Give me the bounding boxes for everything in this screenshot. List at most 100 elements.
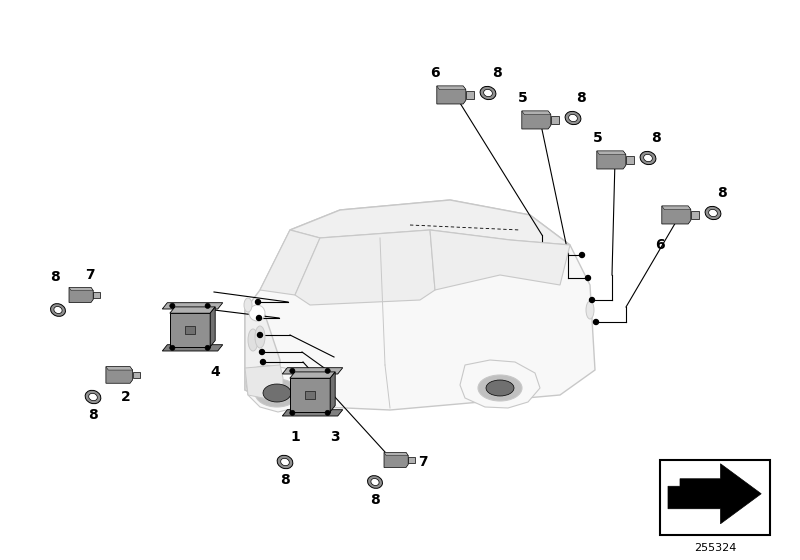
Polygon shape <box>522 111 551 115</box>
Polygon shape <box>133 372 140 379</box>
Text: 8: 8 <box>370 493 380 507</box>
Ellipse shape <box>89 393 98 401</box>
Circle shape <box>586 276 590 281</box>
Ellipse shape <box>371 478 379 486</box>
Text: 2: 2 <box>121 390 131 404</box>
Text: 255324: 255324 <box>694 543 736 553</box>
Polygon shape <box>106 367 133 383</box>
Polygon shape <box>437 86 466 104</box>
Text: 3: 3 <box>330 430 340 444</box>
Polygon shape <box>437 86 466 90</box>
Polygon shape <box>522 111 551 129</box>
Circle shape <box>249 305 265 321</box>
Ellipse shape <box>248 329 258 351</box>
Polygon shape <box>69 287 94 302</box>
Bar <box>185 326 195 334</box>
Polygon shape <box>662 206 691 224</box>
Text: 1: 1 <box>290 430 300 444</box>
Circle shape <box>325 368 330 374</box>
Polygon shape <box>170 313 210 347</box>
Text: 8: 8 <box>717 186 727 200</box>
Polygon shape <box>245 310 280 405</box>
Ellipse shape <box>709 209 718 217</box>
Circle shape <box>205 303 210 309</box>
Circle shape <box>261 360 266 365</box>
Circle shape <box>579 253 585 258</box>
Ellipse shape <box>644 155 652 162</box>
Text: 8: 8 <box>50 270 60 284</box>
Polygon shape <box>295 230 435 305</box>
Ellipse shape <box>569 114 578 122</box>
Ellipse shape <box>54 306 62 314</box>
Circle shape <box>170 303 175 309</box>
Polygon shape <box>246 365 305 412</box>
Circle shape <box>205 345 210 351</box>
Polygon shape <box>69 287 94 291</box>
Ellipse shape <box>50 304 66 316</box>
Text: 8: 8 <box>88 408 98 422</box>
Polygon shape <box>245 365 283 402</box>
Circle shape <box>590 297 594 302</box>
Text: 8: 8 <box>492 66 502 80</box>
Circle shape <box>594 320 598 324</box>
Polygon shape <box>691 212 698 218</box>
Polygon shape <box>106 367 133 370</box>
Ellipse shape <box>367 475 382 488</box>
Ellipse shape <box>486 380 514 396</box>
Polygon shape <box>260 230 320 295</box>
Polygon shape <box>282 368 342 374</box>
Circle shape <box>290 368 295 374</box>
Circle shape <box>325 410 330 416</box>
Polygon shape <box>384 452 408 468</box>
Ellipse shape <box>480 86 496 100</box>
Circle shape <box>255 300 261 305</box>
Polygon shape <box>597 151 626 155</box>
Polygon shape <box>162 303 222 309</box>
Text: 6: 6 <box>655 238 665 252</box>
Ellipse shape <box>640 151 656 165</box>
Polygon shape <box>626 156 634 164</box>
Ellipse shape <box>255 326 265 348</box>
Polygon shape <box>597 151 626 169</box>
Polygon shape <box>330 372 335 412</box>
Text: 7: 7 <box>85 268 95 282</box>
Ellipse shape <box>277 455 293 469</box>
Ellipse shape <box>705 207 721 220</box>
Text: 5: 5 <box>593 131 603 145</box>
Polygon shape <box>290 378 330 412</box>
Ellipse shape <box>484 90 492 97</box>
Polygon shape <box>430 230 570 290</box>
Polygon shape <box>551 116 558 124</box>
Polygon shape <box>290 372 335 378</box>
Circle shape <box>258 333 262 338</box>
Polygon shape <box>662 206 691 209</box>
Text: 7: 7 <box>418 455 428 469</box>
Text: 8: 8 <box>576 91 586 105</box>
Circle shape <box>257 315 262 320</box>
Ellipse shape <box>85 390 101 404</box>
Polygon shape <box>290 200 570 245</box>
Polygon shape <box>460 360 540 408</box>
Ellipse shape <box>565 111 581 125</box>
Polygon shape <box>408 457 415 463</box>
Polygon shape <box>668 464 762 524</box>
Bar <box>660 460 770 535</box>
Polygon shape <box>162 345 222 351</box>
Ellipse shape <box>255 379 299 407</box>
Polygon shape <box>210 307 215 347</box>
Ellipse shape <box>586 301 594 319</box>
Text: 6: 6 <box>430 66 440 80</box>
Polygon shape <box>282 410 342 416</box>
Circle shape <box>290 410 295 416</box>
Text: 5: 5 <box>518 91 528 105</box>
Text: 4: 4 <box>210 365 220 379</box>
Ellipse shape <box>478 375 522 401</box>
Circle shape <box>170 345 175 351</box>
Ellipse shape <box>281 458 290 466</box>
Bar <box>305 391 315 399</box>
Ellipse shape <box>263 384 291 402</box>
Polygon shape <box>94 292 100 298</box>
Ellipse shape <box>244 298 252 312</box>
Polygon shape <box>384 452 408 455</box>
Text: 8: 8 <box>280 473 290 487</box>
